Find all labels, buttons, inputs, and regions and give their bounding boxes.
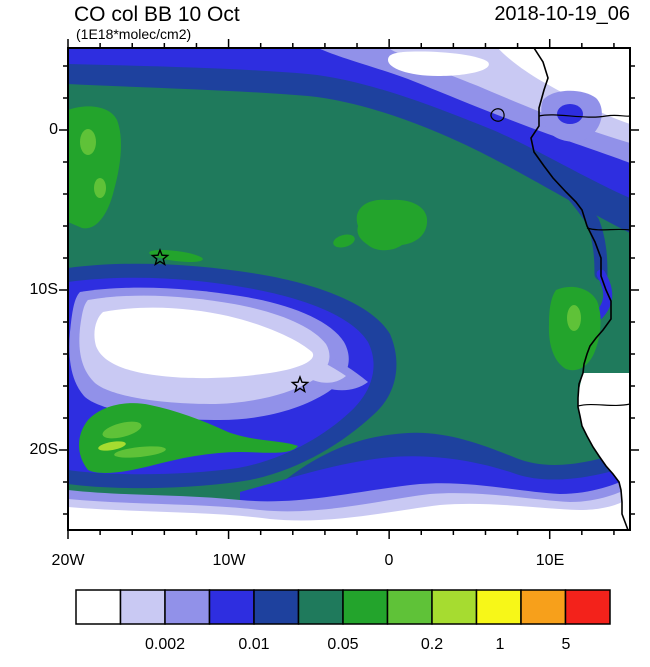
land-south-white: [578, 373, 630, 530]
y-tick-label-0: 0: [49, 121, 58, 138]
country-border-1: [538, 114, 630, 118]
contour-crescent-streak-3: [98, 441, 126, 451]
colorbar-label-1: 0.01: [238, 636, 270, 653]
y-tick-label-10s: 10S: [29, 281, 58, 298]
contour-green-streak-star1: [149, 250, 203, 262]
contour-south-white-band: [68, 498, 630, 530]
star-marker-2: [290, 375, 310, 394]
contour-green-center-spur: [333, 234, 355, 248]
contour-white-patch-top: [388, 51, 489, 76]
x-tick-label-10e: 10E: [535, 552, 565, 569]
contour-lightgreen-spot-3: [567, 305, 581, 331]
star-marker-1: [150, 248, 170, 267]
contour-field: [68, 48, 630, 530]
coastline: [530, 48, 629, 530]
x-tick-label-20w: 20W: [51, 552, 85, 569]
contour-crescent-streak-2: [114, 446, 166, 458]
contour-blue-corner-spot: [557, 104, 583, 124]
country-border-2: [586, 227, 630, 231]
contour-crescent-streak-1: [102, 421, 142, 439]
colorbar-label-4: 1: [495, 636, 505, 653]
axis-ticks: [59, 39, 639, 539]
contour-eye-white-core: [94, 307, 314, 379]
plot-timestamp: 2018-10-19_06: [494, 3, 630, 25]
map-frame: [67, 47, 631, 531]
contour-lightgreen-spot-2: [94, 178, 106, 198]
country-border-3: [577, 403, 630, 407]
colorbar-label-5: 5: [561, 636, 571, 653]
colorbar-boxes: [75, 589, 611, 625]
colorbar-label-0: 0.002: [144, 636, 186, 653]
x-tick-label-0: 0: [384, 552, 394, 569]
plot-title: CO col BB 10 Oct: [74, 3, 240, 26]
contour-green-center-blob: [356, 199, 428, 251]
y-tick-label-20s: 20S: [29, 441, 58, 458]
contour-lightgreen-spot-1: [80, 129, 96, 155]
island-outline: [490, 108, 505, 122]
colorbar-label-2: 0.05: [327, 636, 359, 653]
colorbar-label-3: 0.2: [420, 636, 444, 653]
plot-units: (1E18*molec/cm2): [76, 26, 192, 42]
x-tick-label-10w: 10W: [212, 552, 246, 569]
